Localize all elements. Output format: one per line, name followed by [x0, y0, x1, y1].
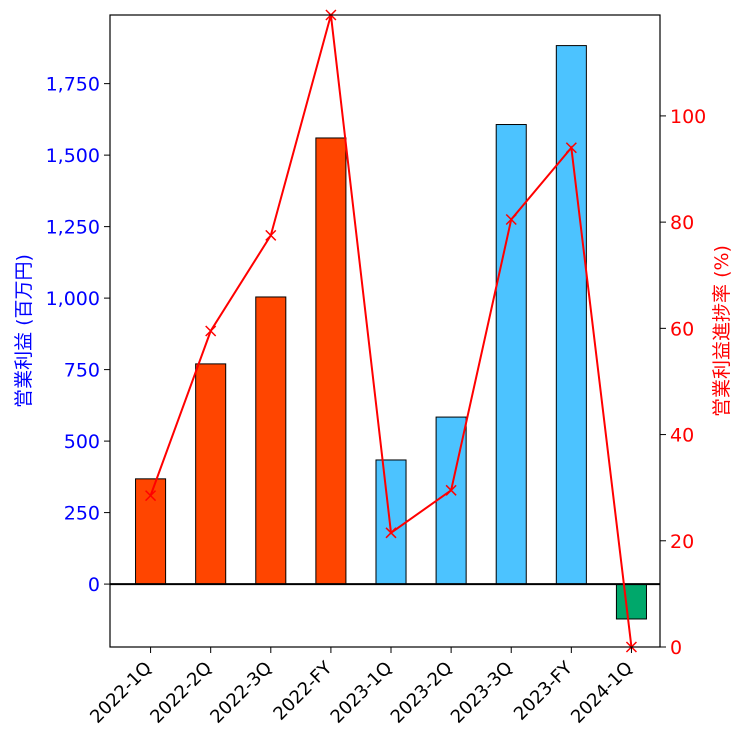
left-tick-label: 1,750 [46, 74, 100, 96]
x-tick-label: 2023-1Q [327, 658, 397, 728]
bar-2022-FY [315, 137, 347, 585]
bar-2022-2Q [195, 363, 227, 585]
x-tick-label: 2022-3Q [206, 658, 276, 728]
line-series-group [145, 9, 637, 653]
bar-2024-1Q [615, 583, 647, 620]
line-marker-2022-1Q [145, 490, 157, 502]
left-tick-label: 250 [64, 503, 100, 525]
left-tick-label: 1,500 [46, 145, 100, 167]
x-tick-label: 2024-1Q [567, 658, 637, 728]
left-tick-label: 750 [64, 360, 100, 382]
bar-2023-3Q [495, 124, 527, 585]
bar-2023-1Q [375, 459, 407, 585]
left-axis: 0 250 500 750 1,000 1,250 1,500 1,750 [46, 74, 110, 596]
line-marker-2023-FY [565, 142, 577, 154]
x-axis: 2022-1Q2022-2Q2022-3Q2022-FY2023-1Q2023-… [86, 647, 637, 728]
right-axis: 0 20 40 60 80 100 [660, 106, 706, 659]
left-tick-label: 1,000 [46, 288, 100, 310]
right-tick-label: 40 [670, 425, 694, 447]
line-marker-2022-3Q [265, 229, 277, 241]
right-tick-label: 80 [670, 212, 694, 234]
x-tick-label: 2022-2Q [146, 658, 216, 728]
x-tick-label: 2023-3Q [447, 658, 517, 728]
y-axis-label: 営業利益 (百万円) [13, 254, 35, 408]
right-tick-label: 20 [670, 531, 694, 553]
bar-2023-FY [555, 45, 587, 585]
x-tick-label: 2022-1Q [86, 658, 156, 728]
right-tick-label: 0 [670, 637, 682, 659]
right-tick-label: 60 [670, 318, 694, 340]
right-tick-label: 100 [670, 106, 706, 128]
line-marker-2023-3Q [505, 213, 517, 226]
plot-frame [109, 14, 661, 648]
left-tick-label: 0 [88, 574, 100, 596]
line-marker-2023-1Q [385, 527, 397, 539]
y2-axis-label: 営業利益進捗率 (%) [711, 245, 733, 417]
bars-group [135, 45, 647, 620]
x-tick-label: 2023-2Q [387, 658, 457, 728]
line-marker-2022-2Q [205, 325, 217, 337]
line-marker-2023-2Q [445, 484, 457, 496]
left-tick-label: 1,250 [46, 217, 100, 239]
left-tick-label: 500 [64, 431, 100, 453]
bar-2022-3Q [255, 296, 287, 585]
